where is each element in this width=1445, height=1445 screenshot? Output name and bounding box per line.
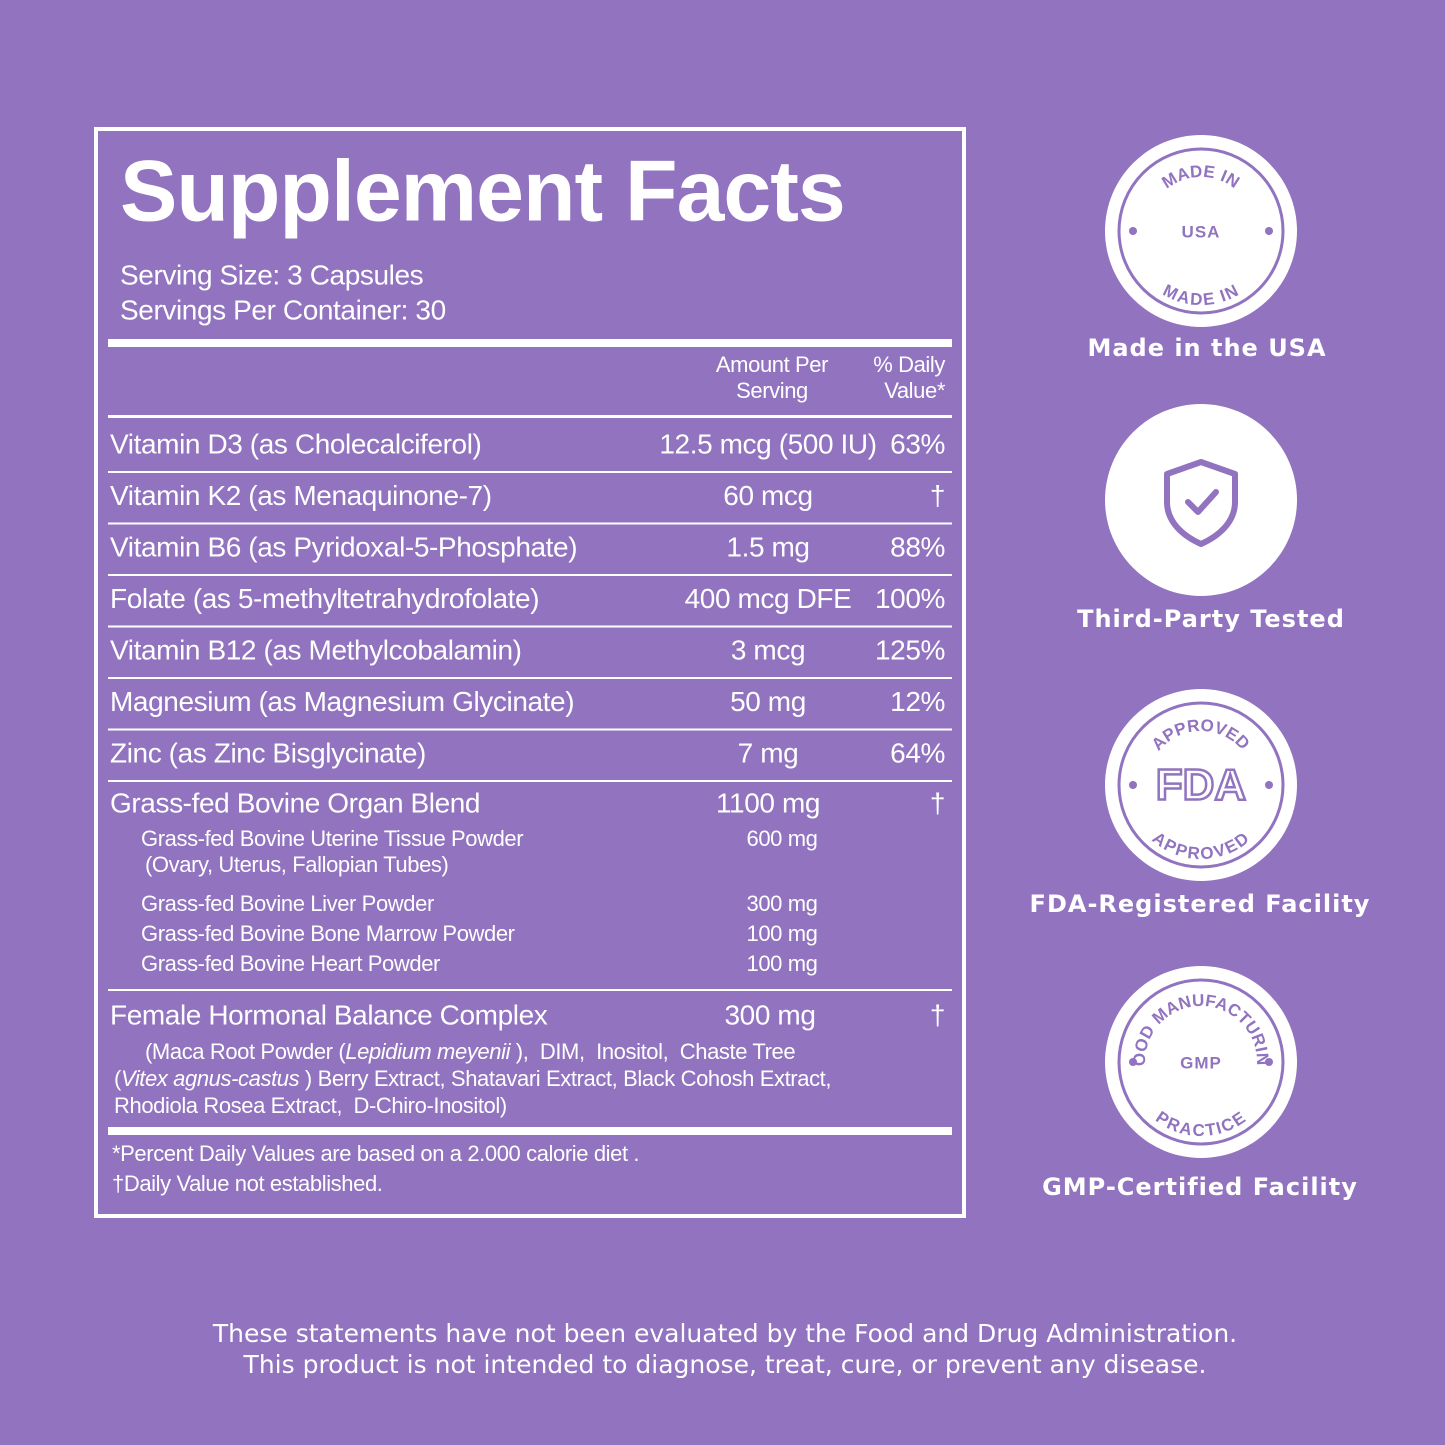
description-segment: Rhodiola Rosea Extract, D-Chiro-Inositol… xyxy=(114,1093,507,1118)
serving-size: Serving Size: 3 Capsules xyxy=(120,259,423,290)
header-dv: % Daily xyxy=(873,352,945,377)
footnote: *Percent Daily Values are based on a 2.0… xyxy=(112,1141,639,1166)
nutrient-name: Magnesium (as Magnesium Glycinate) xyxy=(110,686,574,717)
rule xyxy=(108,780,952,782)
description-segment: ( xyxy=(114,1066,122,1091)
header-amount: Amount Per xyxy=(716,352,828,377)
blend-item: Grass-fed Bovine Heart Powder xyxy=(141,951,440,976)
complex-description: Rhodiola Rosea Extract, D-Chiro-Inositol… xyxy=(114,1093,507,1118)
facts-title: Supplement Facts xyxy=(120,144,845,240)
rule xyxy=(108,574,952,576)
nutrient-dv: † xyxy=(930,480,945,511)
badge-tested xyxy=(1105,404,1297,596)
nutrient-name: Zinc (as Zinc Bisglycinate) xyxy=(110,737,426,768)
nutrient-amount: 400 mcg DFE xyxy=(685,583,852,614)
nutrient-amount: 3 mcg xyxy=(731,634,805,665)
blend-item: Grass-fed Bovine Liver Powder xyxy=(141,891,434,916)
blend-amount: 1100 mg xyxy=(716,787,820,818)
nutrient-dv: 63% xyxy=(890,428,945,459)
rule xyxy=(108,415,952,418)
header-amount: Serving xyxy=(736,378,808,403)
rule xyxy=(108,989,952,991)
description-segment: ), DIM, Inositol, Chaste Tree xyxy=(510,1039,795,1064)
panel-border xyxy=(94,127,966,1218)
blend-item-note: (Ovary, Uterus, Fallopian Tubes) xyxy=(145,852,448,877)
blend-item-amount: 100 mg xyxy=(747,921,818,946)
nutrient-dv: 64% xyxy=(890,737,945,768)
badge-usa: MADE IN MADE IN USA xyxy=(1105,135,1297,327)
nutrient-amount: 7 mg xyxy=(738,737,799,768)
disclaimer: These statements have not been evaluated… xyxy=(212,1319,1237,1348)
badge-label: Third-Party Tested xyxy=(1077,605,1345,633)
complex-description: (Vitex agnus-castus ) Berry Extract, Sha… xyxy=(114,1066,831,1091)
disclaimer: This product is not intended to diagnose… xyxy=(243,1350,1207,1379)
rule xyxy=(108,728,952,731)
nutrient-dv: 100% xyxy=(875,583,945,614)
nutrient-amount: 60 mcg xyxy=(723,480,812,511)
complex-dv: † xyxy=(930,999,945,1030)
nutrient-amount: 12.5 mcg (500 IU) xyxy=(659,428,876,459)
rule xyxy=(108,677,952,679)
description-segment: ) Berry Extract, Shatavari Extract, Blac… xyxy=(299,1066,831,1091)
rule xyxy=(108,625,952,628)
badge-center: FDA xyxy=(1156,761,1246,810)
nutrient-name: Vitamin B12 (as Methylcobalamin) xyxy=(110,634,522,665)
blend-name: Grass-fed Bovine Organ Blend xyxy=(110,787,480,818)
blend-item: Grass-fed Bovine Bone Marrow Powder xyxy=(141,921,515,946)
header-dv: Value* xyxy=(884,378,946,403)
nutrient-name: Vitamin K2 (as Menaquinone-7) xyxy=(110,480,492,511)
badge-center: GMP xyxy=(1180,1053,1222,1072)
description-segment: Lepidium meyenii xyxy=(345,1039,511,1064)
complex-amount: 300 mg xyxy=(725,999,816,1030)
footnote: †Daily Value not established. xyxy=(112,1171,383,1196)
nutrient-dv: 125% xyxy=(875,634,945,665)
thick-rule xyxy=(108,339,952,347)
complex-description: (Maca Root Powder (Lepidium meyenii ), D… xyxy=(145,1039,795,1064)
badge-label: Made in the USA xyxy=(1087,334,1326,362)
servings-per-container: Servings Per Container: 30 xyxy=(120,294,446,325)
badge-center: USA xyxy=(1182,222,1221,241)
nutrient-dv: 88% xyxy=(890,531,945,562)
badge-fda: APPROVED APPROVED FDA xyxy=(1105,689,1297,881)
nutrient-dv: 12% xyxy=(890,686,945,717)
complex-name: Female Hormonal Balance Complex xyxy=(110,999,548,1030)
blend-item-amount: 100 mg xyxy=(747,951,818,976)
blend-item: Grass-fed Bovine Uterine Tissue Powder xyxy=(141,826,523,851)
blend-item-amount: 600 mg xyxy=(747,826,818,851)
rule xyxy=(108,471,952,473)
nutrient-amount: 1.5 mg xyxy=(726,531,809,562)
nutrient-name: Vitamin B6 (as Pyridoxal-5-Phosphate) xyxy=(110,531,577,562)
badge-gmp: GOOD MANUFACTURING PRACTICE GMP xyxy=(1105,966,1297,1158)
badge-label: GMP-Certified Facility xyxy=(1042,1173,1358,1201)
rule xyxy=(108,1127,952,1135)
nutrient-amount: 50 mg xyxy=(730,686,806,717)
blend-item-amount: 300 mg xyxy=(747,891,818,916)
badge-label: FDA-Registered Facility xyxy=(1030,890,1371,918)
nutrient-name: Vitamin D3 (as Cholecalciferol) xyxy=(110,428,481,459)
description-segment: Vitex agnus-castus xyxy=(121,1066,300,1091)
description-segment: (Maca Root Powder ( xyxy=(145,1039,346,1064)
rule xyxy=(108,522,952,525)
nutrient-name: Folate (as 5-methyltetrahydrofolate) xyxy=(110,583,539,614)
blend-dv: † xyxy=(930,787,945,818)
